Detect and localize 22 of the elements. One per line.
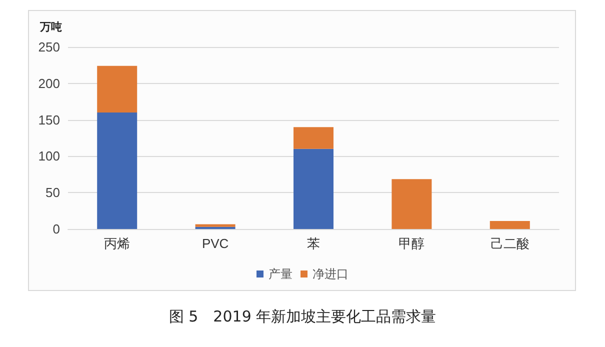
legend-label: 产量: [268, 267, 292, 281]
text: 图 5 2019 年新加坡主要化工品需求量: [168, 308, 436, 326]
y-tick-label: 50: [46, 185, 60, 200]
x-tick-label: 甲醇: [398, 236, 425, 251]
bar: [490, 220, 530, 229]
x-tick-label: 丙烯: [104, 236, 130, 251]
bar: [294, 148, 334, 229]
bar: [392, 179, 432, 229]
y-tick-label: 150: [38, 112, 60, 128]
bar: [97, 66, 138, 113]
y-axis-title: 万吨: [39, 20, 62, 34]
y-tick-label: 250: [38, 40, 60, 54]
y-tick-label: 0: [52, 222, 60, 236]
legend-label: 净进口: [312, 267, 348, 281]
bar: [97, 112, 138, 229]
x-tick-label: PVC: [202, 236, 229, 251]
x-tick-label: 己二酸: [490, 236, 530, 251]
y-tick-label: 100: [38, 148, 60, 164]
bar: [195, 224, 236, 227]
x-tick-label: 苯: [307, 236, 320, 251]
y-tick-label: 200: [38, 76, 60, 91]
bar: [294, 127, 334, 149]
